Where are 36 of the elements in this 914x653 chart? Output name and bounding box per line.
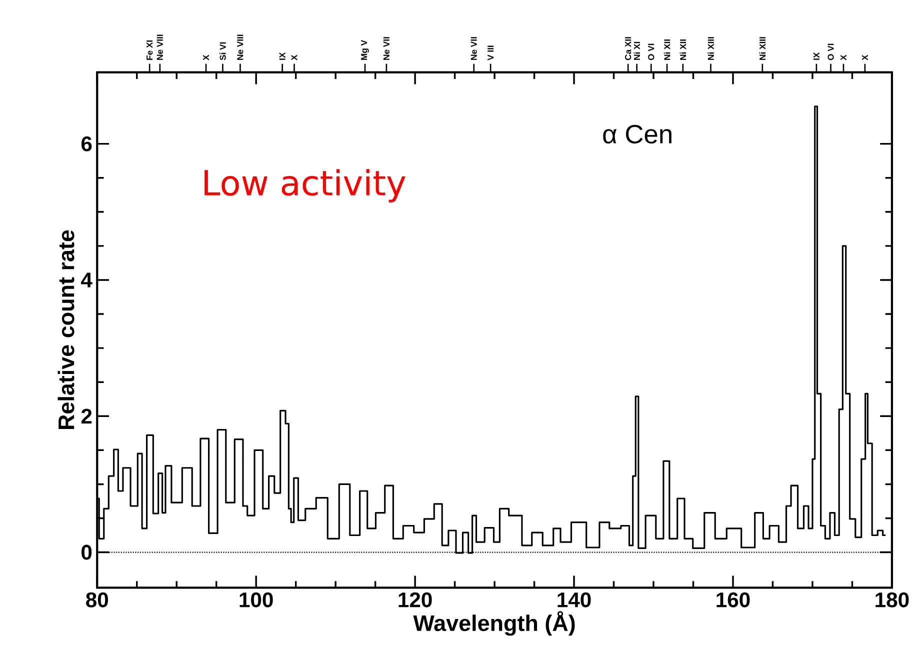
annotation: Fe XI	[146, 40, 153, 60]
annotation: Ni XII	[664, 39, 670, 60]
y-tick-label: 6	[81, 136, 92, 152]
x-tick-label: 180	[876, 592, 909, 608]
annotation: Ni XIII	[708, 37, 714, 60]
annotation: IX	[279, 52, 286, 60]
annotation: Si VI	[220, 42, 226, 60]
annotation: X	[291, 54, 298, 60]
annotation: V III	[488, 46, 494, 60]
annotation: Ne VIII	[237, 34, 244, 60]
x-tick-label: 100	[240, 592, 273, 608]
annotation: X	[203, 54, 209, 60]
annotation: Ni XIII	[759, 37, 766, 60]
x-tick-label: 160	[716, 592, 750, 608]
annotation: X	[840, 54, 846, 60]
y-tick-label: 0	[82, 544, 92, 560]
annotation: Mg V	[361, 40, 369, 60]
annotation: O VI	[648, 44, 654, 60]
y-tick-label: 2	[81, 408, 92, 424]
annotation: Ni XII	[680, 39, 686, 60]
y-axis-title: Relative count rate	[58, 230, 74, 429]
annotation: X	[862, 54, 868, 60]
annotation: Ne VII	[470, 37, 477, 60]
y-tick-label: 4	[81, 272, 92, 288]
annotation: Ne VII	[383, 37, 390, 60]
annotation: O VI	[828, 44, 834, 60]
annotation: Low activity	[204, 169, 406, 202]
x-axis-title: Wavelength (Å)	[413, 611, 575, 636]
x-tick-label: 140	[558, 592, 591, 608]
x-tick-label: 120	[398, 592, 432, 608]
annotation: Ne VIII	[156, 34, 163, 60]
annotation: α Cen	[603, 124, 672, 144]
annotation: IX	[814, 52, 820, 60]
x-tick-label: 80	[86, 592, 108, 608]
annotation: Ni XI	[634, 42, 640, 60]
annotation: Ca XII	[625, 37, 632, 60]
